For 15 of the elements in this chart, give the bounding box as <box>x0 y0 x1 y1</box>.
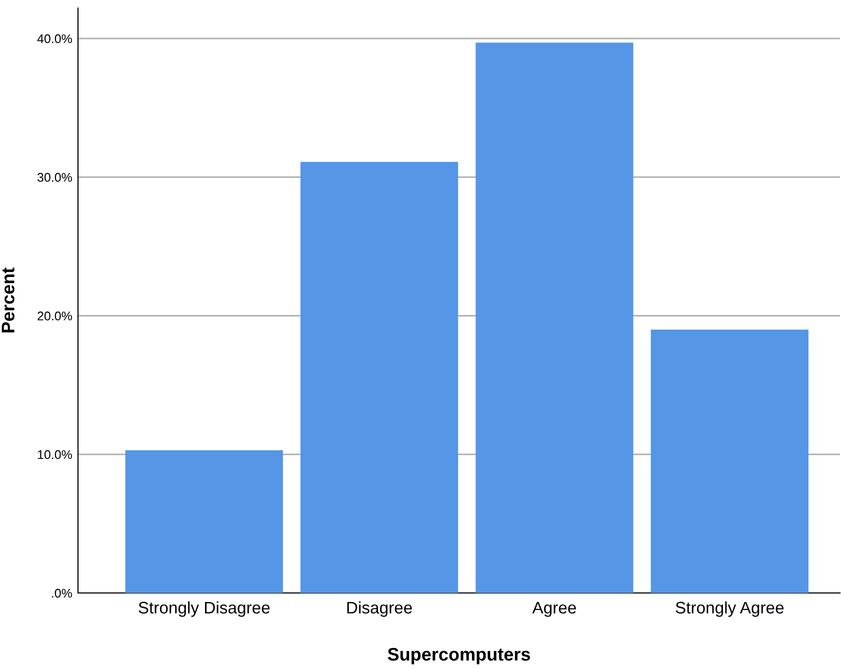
y-axis-title: Percent <box>2 268 14 332</box>
y-tick-label: 40.0% <box>37 34 72 44</box>
x-tick-label: Strongly Disagree <box>138 601 270 617</box>
y-tick-label: .0% <box>52 588 72 598</box>
bar <box>125 450 283 593</box>
y-tick-label: 10.0% <box>38 450 72 460</box>
x-axis-title: Supercomputers <box>388 648 530 664</box>
x-tick-label: Agree <box>532 602 576 617</box>
x-tick-label: Strongly Agree <box>676 601 784 617</box>
x-tick-label: Disagree <box>347 601 412 617</box>
y-tick-label: 30.0% <box>37 172 72 182</box>
bar <box>476 42 634 593</box>
bar <box>650 330 808 593</box>
bar <box>300 162 458 593</box>
y-tick-label: 20.0% <box>38 312 72 320</box>
